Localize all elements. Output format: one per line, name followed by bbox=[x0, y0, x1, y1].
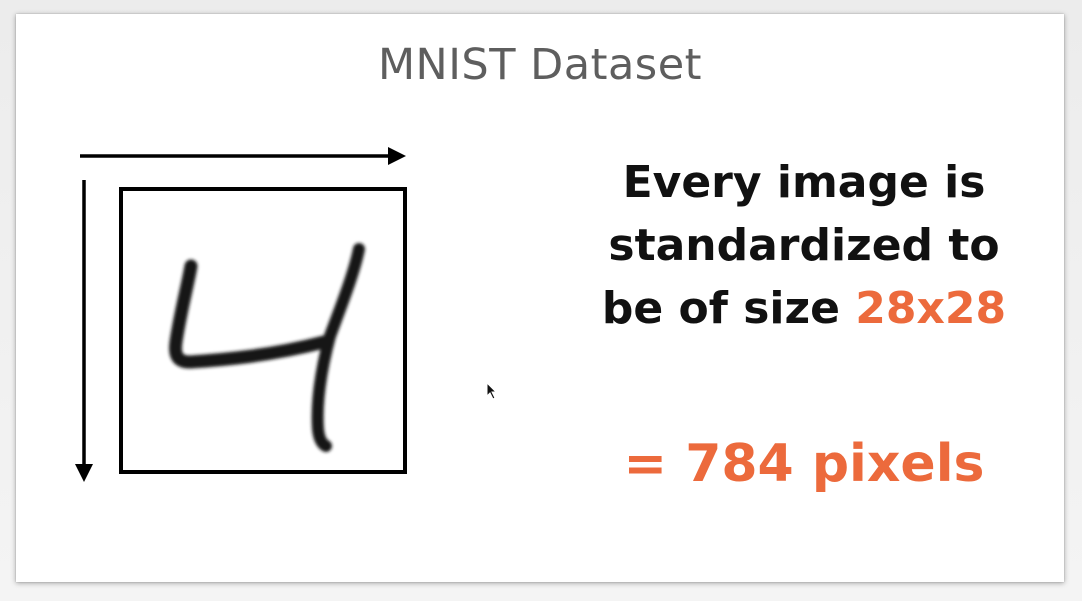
description-text: Every image is standardized to be of siz… bbox=[564, 151, 1044, 340]
description-line-2: standardized to bbox=[608, 220, 1000, 271]
slide-title: MNIST Dataset bbox=[377, 40, 703, 90]
image-frame bbox=[119, 187, 407, 474]
description-line-1: Every image is bbox=[622, 157, 986, 208]
mnist-digit-figure bbox=[72, 144, 418, 490]
description-line-3: be of size 28x28 bbox=[564, 277, 1044, 340]
handwritten-digit-four-icon bbox=[169, 243, 365, 452]
arrow-down-icon bbox=[75, 180, 93, 482]
presentation-slide: MNIST Dataset bbox=[16, 14, 1064, 582]
image-size-highlight: 28x28 bbox=[855, 283, 1007, 334]
description-line-3-prefix: be of size bbox=[601, 283, 856, 334]
pixel-count-result: = 784 pixels bbox=[623, 434, 985, 494]
digit-diagram bbox=[75, 147, 407, 482]
mouse-pointer-icon bbox=[486, 381, 498, 400]
arrow-right-icon bbox=[80, 147, 406, 165]
